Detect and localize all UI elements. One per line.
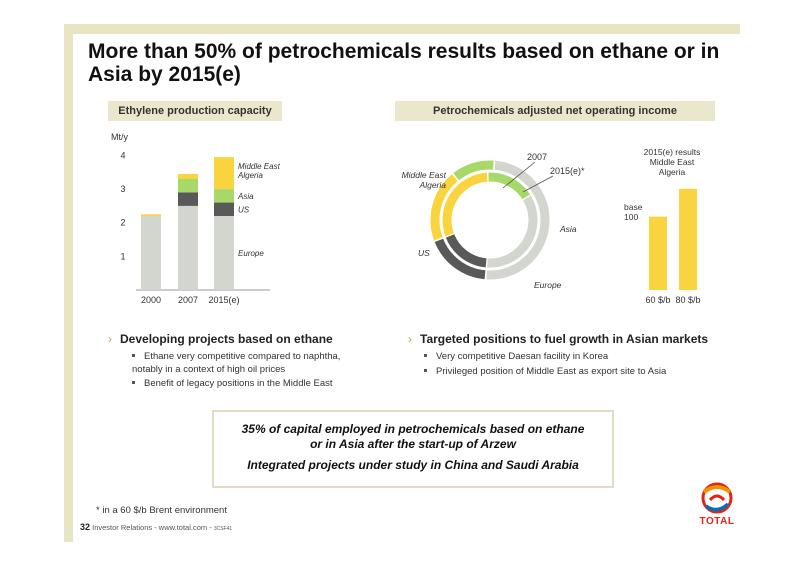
series-label: Middle East (238, 162, 281, 171)
income-charts: 60 $/b 80 $/b (430, 160, 701, 305)
chevron-right-icon: › (108, 332, 112, 346)
ethylene-unit-label: Mt/y (111, 132, 128, 142)
donut-slice-us (434, 238, 486, 280)
donut-label-middle-east: Middle East Algeria (401, 170, 446, 190)
bar-segment-asia (214, 189, 234, 203)
logo-text: TOTAL (699, 516, 735, 527)
footer-code: 3CSF41 (213, 526, 233, 532)
top-decor-bar (64, 24, 740, 34)
bullets-right-heading-text: Targeted positions to fuel growth in Asi… (420, 332, 709, 346)
donut-slice-asia (453, 160, 494, 181)
bullet-square-icon (132, 353, 135, 357)
donut-label-us: US (418, 248, 430, 258)
bullet-square-icon (132, 380, 135, 384)
series-label: Europe (238, 249, 264, 258)
total-logo-icon (701, 482, 733, 514)
bullet-left-item-2: Benefit of legacy positions in the Middl… (132, 377, 362, 390)
ethylene-chart-header: Ethylene production capacity (108, 101, 282, 121)
bar-segment-asia (178, 179, 198, 193)
results-bar (679, 188, 697, 290)
bar-segment-us (214, 202, 234, 216)
donut-slice-asia (488, 172, 531, 200)
callout-line-1: 35% of capital employed in petrochemical… (241, 422, 585, 436)
donut-slice-europe (486, 160, 550, 280)
pointer-line (522, 175, 554, 193)
series-label: US (238, 205, 250, 214)
footnote: * in a 60 $/b Brent environment (96, 505, 227, 516)
bullet-square-icon (424, 353, 427, 357)
bar-segment-europe (178, 205, 198, 290)
bullets-right-heading: › Targeted positions to fuel growth in As… (408, 332, 708, 346)
results-x-label: 80 $/b (675, 295, 700, 305)
bar-segment-us (178, 192, 198, 206)
footer-text: Investor Relations - www.total.com - (92, 523, 212, 532)
bar-segment-middle-east-algeria (141, 214, 161, 216)
y-tick-label: 1 (120, 251, 125, 261)
x-tick-label: 2015(e) (208, 295, 239, 305)
page-number: 32 (80, 522, 91, 532)
income-chart-header: Petrochemicals adjusted net operating in… (395, 101, 715, 121)
y-tick-label: 4 (120, 150, 125, 160)
donut-label-asia: Asia (560, 224, 577, 234)
donut-slice-us (445, 234, 487, 268)
y-tick-label: 2 (120, 218, 125, 228)
bullet-right-item-1: Very competitive Daesan facility in Kore… (424, 350, 714, 363)
y-tick-label: 3 (120, 184, 125, 194)
bar-segment-europe (141, 216, 161, 290)
footer: 32 Investor Relations - www.total.com - … (80, 522, 232, 532)
bar-segment-middle-east-algeria (214, 157, 234, 190)
donut-label-2015: 2015(e)* (550, 166, 585, 176)
results-x-label: 60 $/b (645, 295, 670, 305)
slide-title: More than 50% of petrochemicals results … (88, 40, 720, 86)
bar-segment-middle-east-algeria (178, 173, 198, 179)
donut-label-2007: 2007 (527, 152, 548, 162)
left-decor-bar (64, 24, 73, 542)
series-label: Asia (237, 192, 254, 201)
series-label: Algeria (237, 171, 263, 180)
donut-slice-europe (487, 195, 538, 268)
results-base-label: base 100 (624, 202, 643, 222)
bullets-left-heading: › Developing projects based on ethane (108, 332, 333, 346)
results-bar (649, 216, 667, 290)
callout-line-2: or in Asia after the start-up of Arzew (310, 437, 516, 451)
results-title: 2015(e) results Middle East Algeria (643, 147, 701, 177)
x-tick-label: 2000 (141, 295, 161, 305)
donut-label-europe: Europe (534, 280, 562, 290)
chevron-right-icon: › (408, 332, 412, 346)
bar-segment-europe (214, 216, 234, 290)
callout-line-3: Integrated projects under study in China… (247, 458, 579, 472)
x-tick-label: 2007 (178, 295, 198, 305)
bullets-left-heading-text: Developing projects based on ethane (120, 332, 333, 346)
pointer-line (502, 161, 536, 189)
bullet-left-item-1: Ethane very competitive compared to naph… (132, 351, 341, 375)
donut-slice-middle-east-algeria (430, 174, 458, 241)
key-message-callout: 35% of capital employed in petrochemical… (212, 410, 614, 488)
donut-slice-middle-east-algeria (442, 172, 488, 237)
bullet-right-item-2: Privileged position of Middle East as ex… (424, 365, 714, 378)
bullet-square-icon (424, 368, 427, 372)
